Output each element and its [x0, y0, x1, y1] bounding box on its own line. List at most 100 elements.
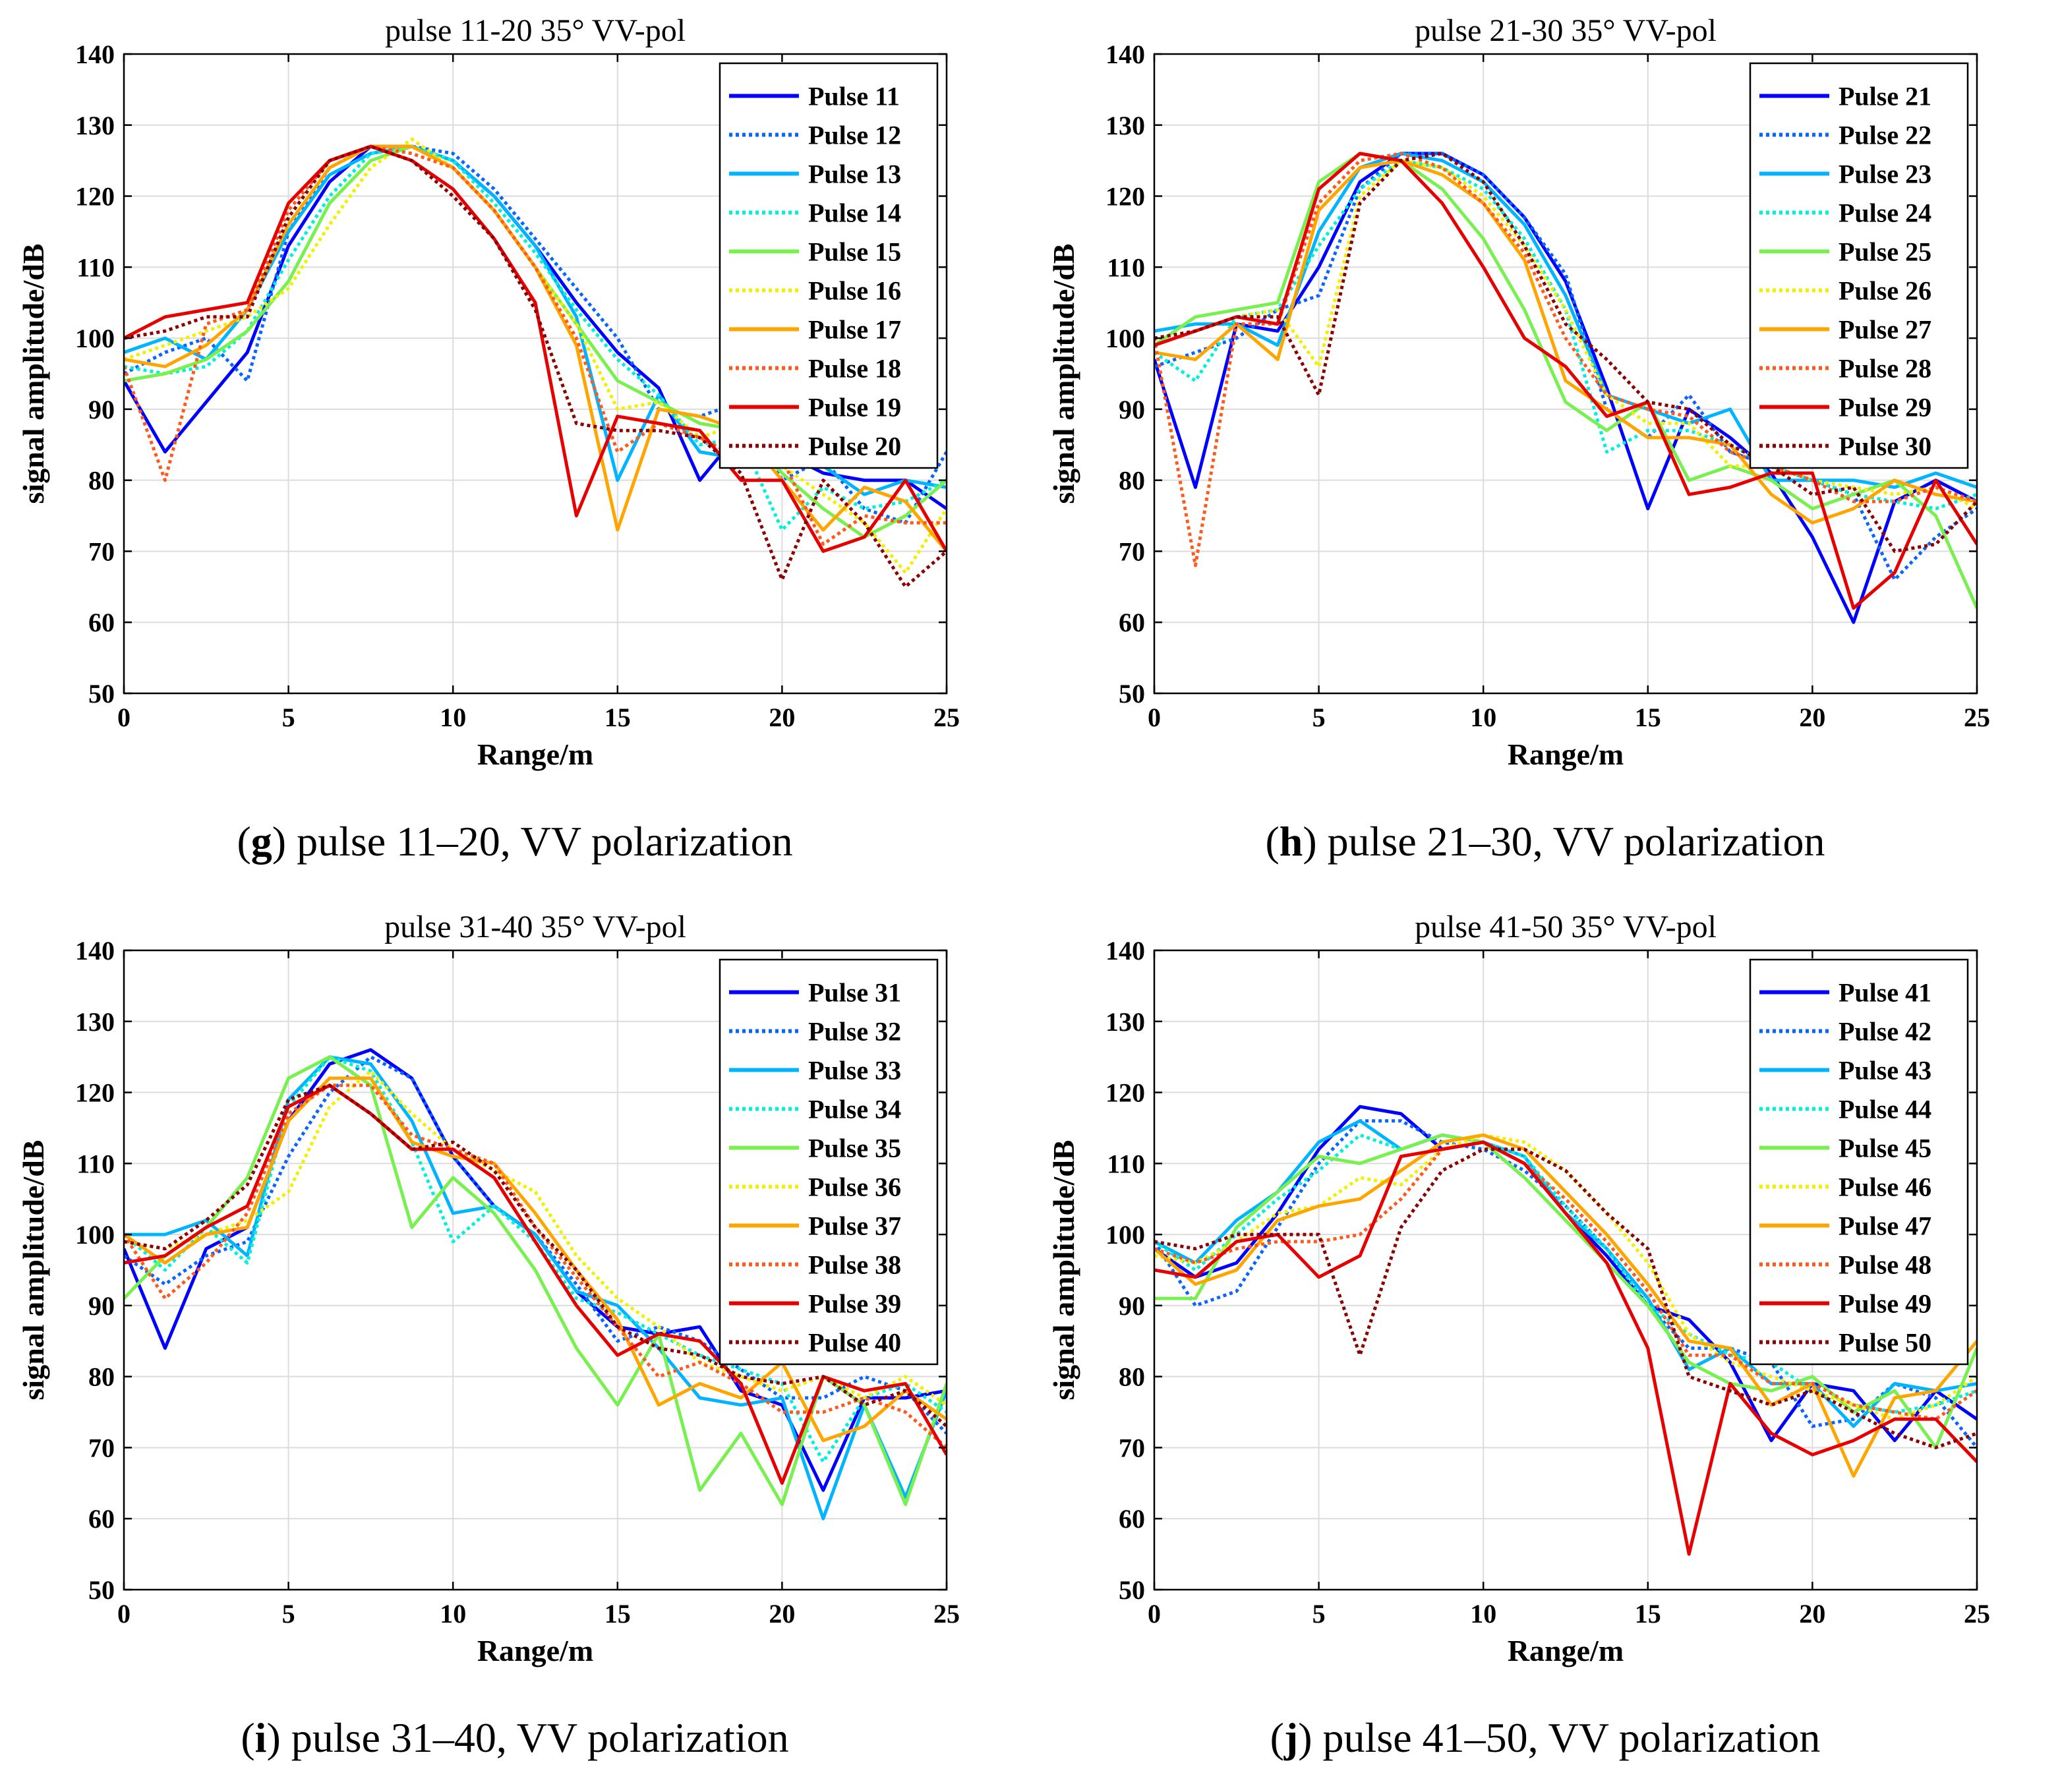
y-tick-label: 140	[1105, 40, 1145, 69]
legend-label: Pulse 20	[808, 432, 901, 461]
chart-title-j: pulse 41-50 35° VV-pol	[1415, 910, 1717, 944]
chart-h: 0 5 10 15 20 25 50 60 70 80 90 100 110 120 130 140 pulse…	[1047, 13, 1990, 771]
x-tick-label: 15	[1635, 1599, 1661, 1629]
x-tick-label: 20	[1799, 1599, 1825, 1629]
legend-label: Pulse 43	[1839, 1056, 1931, 1085]
legend-label: Pulse 41	[1839, 978, 1931, 1008]
y-tick-label: 80	[1119, 1362, 1145, 1392]
y-tick-label: 90	[1119, 1291, 1145, 1321]
series-line-pulse-27	[1154, 159, 1977, 525]
x-axis-label-g: Range/m	[477, 737, 593, 771]
x-tick-label: 0	[117, 1599, 131, 1629]
series-line-pulse-29	[1154, 152, 1977, 610]
caption-letter-i: i	[254, 1714, 267, 1761]
legend-box	[1749, 62, 1969, 469]
caption-text-g: pulse 11–20, VV polarization	[297, 818, 793, 865]
y-tick-label: 120	[75, 1078, 115, 1108]
y-tick-label: 100	[1105, 1220, 1145, 1250]
caption-text-j: pulse 41–50, VV polarization	[1322, 1714, 1821, 1761]
series-line-pulse-35	[124, 1055, 947, 1507]
axes-frame	[1153, 53, 1978, 695]
x-tick-label: 0	[1148, 1599, 1161, 1629]
y-axis-label-h: signal amplitude/dB	[1047, 244, 1080, 504]
legend-label: Pulse 29	[1839, 393, 1931, 422]
legend-label: Pulse 42	[1839, 1017, 1931, 1047]
series-line-pulse-28	[1154, 152, 1977, 567]
x-tick-label: 5	[282, 703, 295, 732]
legend-box	[719, 62, 939, 469]
y-tick-label: 110	[1107, 1149, 1145, 1178]
legend-label: Pulse 31	[808, 978, 901, 1008]
legend-label: Pulse 18	[808, 354, 901, 384]
caption-letter-g: g	[250, 818, 272, 865]
legend-label: Pulse 24	[1839, 198, 1931, 228]
y-tick-label: 130	[1105, 111, 1145, 140]
x-axis-label-h: Range/m	[1508, 737, 1624, 771]
series-line-pulse-49	[1154, 1140, 1977, 1556]
series-line-pulse-38	[124, 1084, 947, 1449]
chart-panel-i: 0 5 10 15 20 25 50 60 70 80 90 100 110 120 130 140 pulse…	[0, 896, 1030, 1792]
x-axis-label-i: Range/m	[477, 1634, 593, 1667]
legend-j: Pulse 41 Pulse 42 Pulse 43 Pulse 44 Pulse 45…	[1749, 958, 1969, 1366]
chart-panel-g: 0 5 10 15 20 25 50 60 70 80 90 100 110 120 130 140 pulse…	[0, 0, 1030, 896]
legend-label: Pulse 28	[1839, 354, 1931, 384]
caption-text-i: pulse 31–40, VV polarization	[291, 1714, 789, 1761]
y-tick-label: 120	[1105, 182, 1145, 212]
legend-label: Pulse 25	[1839, 237, 1931, 267]
y-tick-label: 130	[75, 111, 115, 140]
x-tick-label: 25	[933, 703, 960, 732]
legend-label: Pulse 48	[1839, 1250, 1931, 1280]
x-tick-label: 25	[933, 1599, 960, 1629]
y-tick-label: 80	[88, 1362, 115, 1392]
y-tick-label: 100	[1105, 324, 1145, 353]
legend-label: Pulse 45	[1839, 1134, 1931, 1163]
y-tick-label: 70	[88, 1433, 115, 1462]
legend-label: Pulse 23	[1839, 159, 1931, 189]
series-line-pulse-46	[1154, 1133, 1977, 1421]
legend-label: Pulse 22	[1839, 121, 1931, 150]
series-line-pulse-36	[124, 1069, 947, 1406]
legend-label: Pulse 46	[1839, 1172, 1931, 1202]
x-tick-label: 0	[117, 703, 131, 732]
chart-panel-h: 0 5 10 15 20 25 50 60 70 80 90 100 110 120 130 140 pulse…	[1030, 0, 2060, 896]
caption-g: (g) pulse 11–20, VV polarization	[237, 818, 793, 865]
legend-label: Pulse 36	[808, 1172, 901, 1202]
chart-j: 0 5 10 15 20 25 50 60 70 80 90 100 110 120 130 140 pulse…	[1047, 910, 1990, 1667]
x-tick-label: 20	[769, 703, 795, 732]
y-tick-label: 90	[1119, 395, 1145, 424]
x-tick-label: 5	[1312, 1599, 1326, 1629]
legend-i: Pulse 31 Pulse 32 Pulse 33 Pulse 34 Pulse 35…	[719, 958, 939, 1366]
y-tick-label: 140	[75, 936, 115, 966]
legend-label: Pulse 35	[808, 1134, 901, 1163]
x-tick-label: 10	[440, 703, 466, 732]
legend-box	[1749, 958, 1969, 1366]
x-tick-label: 15	[604, 1599, 631, 1629]
caption-letter-j: j	[1283, 1714, 1299, 1761]
axes-frame	[123, 949, 948, 1591]
chart-i: 0 5 10 15 20 25 50 60 70 80 90 100 110 120 130 140 pulse…	[16, 910, 960, 1667]
y-tick-label: 60	[88, 1504, 115, 1534]
y-tick-label: 50	[88, 679, 115, 708]
y-tick-label: 90	[88, 395, 115, 424]
series-line-pulse-33	[124, 1055, 947, 1520]
legend-box	[719, 958, 939, 1366]
series-line-pulse-39	[124, 1084, 947, 1485]
y-tick-label: 50	[1119, 679, 1145, 708]
y-tick-label: 140	[1105, 936, 1145, 966]
y-axis-label-g: signal amplitude/dB	[16, 244, 50, 504]
legend-label: Pulse 26	[1839, 276, 1931, 306]
legend-label: Pulse 50	[1839, 1328, 1931, 1358]
series-line-pulse-26	[1154, 159, 1977, 511]
legend-label: Pulse 13	[808, 159, 901, 189]
x-tick-label: 20	[1799, 703, 1825, 732]
x-tick-label: 25	[1964, 1599, 1990, 1629]
y-axis-label-j: signal amplitude/dB	[1047, 1140, 1080, 1401]
legend-label: Pulse 16	[808, 276, 901, 306]
legend-label: Pulse 19	[808, 393, 901, 422]
axes-frame	[1153, 949, 1978, 1591]
x-tick-label: 10	[1470, 1599, 1496, 1629]
y-tick-label: 110	[76, 252, 115, 282]
chart-title-g: pulse 11-20 35° VV-pol	[385, 13, 686, 48]
caption-text-h: pulse 21–30, VV polarization	[1327, 818, 1825, 865]
y-tick-label: 120	[75, 182, 115, 212]
